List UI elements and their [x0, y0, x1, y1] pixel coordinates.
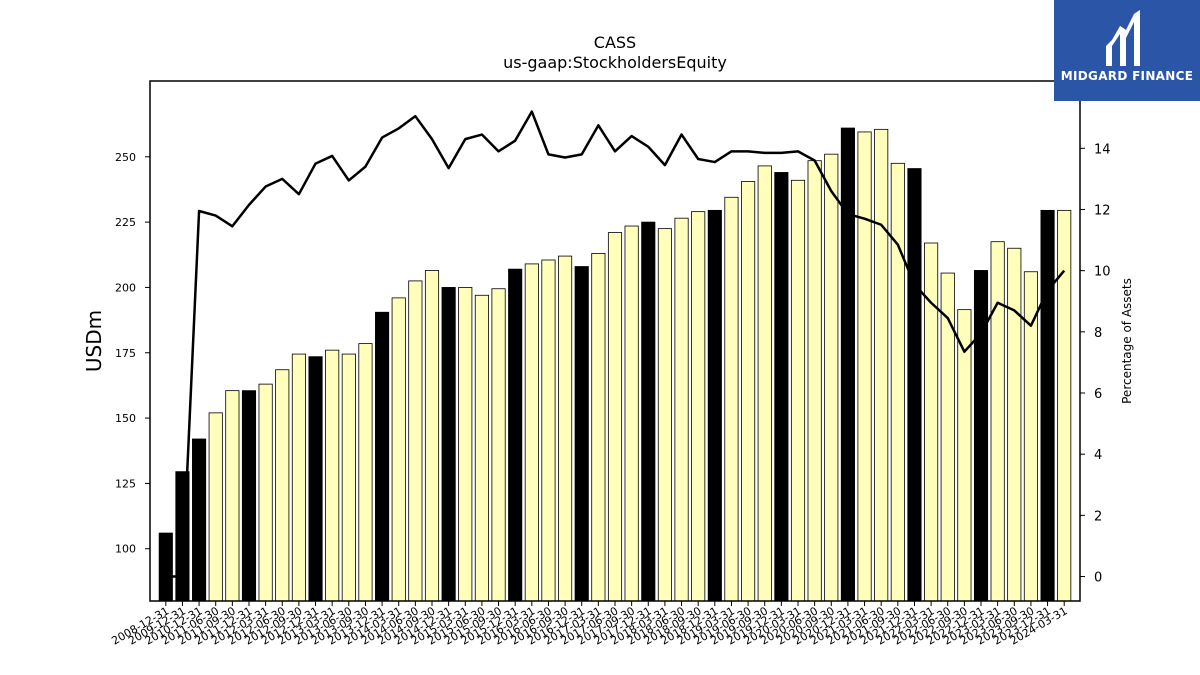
bar: [325, 349, 340, 602]
bar: [524, 263, 539, 602]
bar: [341, 353, 356, 602]
y-tick-label: 250: [115, 151, 136, 164]
bar: [757, 165, 772, 602]
bar: [1057, 209, 1072, 602]
bar: [391, 297, 406, 602]
bar: [741, 181, 756, 602]
y-tick-label: 125: [115, 477, 136, 490]
bar: [957, 309, 972, 602]
y2-tick-label: 4: [1094, 448, 1102, 463]
y2-tick-label: 0: [1094, 571, 1102, 586]
bar: [158, 532, 173, 602]
y-tick-label: 175: [115, 347, 136, 360]
bar: [308, 356, 323, 602]
bar: [857, 131, 872, 602]
bar-series: [158, 127, 1072, 602]
y2-tick-label: 14: [1094, 142, 1111, 157]
y2-tick-label: 6: [1094, 387, 1102, 402]
bar: [674, 217, 689, 602]
y-tick-label: 100: [115, 543, 136, 556]
x-axis: 2008-12-312009-12-312010-12-312011-06-30…: [109, 601, 1070, 648]
bar: [208, 412, 223, 602]
bar: [624, 225, 639, 602]
bar: [574, 266, 589, 602]
bar: [724, 196, 739, 602]
y-tick-label: 150: [115, 412, 136, 425]
y-axis-right: 0 2 4 6 8 10 12 14: [1080, 142, 1111, 586]
bar: [275, 369, 290, 602]
line-series: [165, 110, 1066, 578]
chart-title: CASS: [594, 33, 636, 52]
bar: [1007, 247, 1022, 602]
bar: [973, 270, 989, 602]
bar: [192, 438, 207, 602]
y2-tick-label: 10: [1094, 265, 1111, 280]
bar: [258, 383, 273, 602]
bar: [790, 179, 806, 602]
bar: [358, 343, 373, 602]
bar: [707, 209, 722, 602]
bar: [291, 353, 306, 602]
bar: [375, 311, 390, 602]
bar: [691, 211, 706, 602]
logo-icon: [1106, 10, 1140, 66]
y-axis-left: 100 125 150 175 200 225 250: [115, 151, 150, 556]
bar: [907, 168, 922, 602]
brand-name: MIDGARD FINANCE: [1060, 69, 1194, 83]
percentage-line: [165, 110, 1066, 578]
y-tick-label: 200: [115, 281, 136, 294]
brand-logo: MIDGARD FINANCE: [1054, 0, 1200, 101]
bar: [641, 221, 656, 602]
bar: [874, 128, 889, 602]
bar: [890, 162, 905, 602]
bar: [607, 232, 623, 602]
bar: [940, 272, 955, 602]
y2-tick-label: 8: [1094, 326, 1102, 341]
bar: [474, 294, 489, 602]
bar: [824, 153, 839, 602]
bar: [458, 287, 473, 602]
y2-tick-label: 12: [1094, 203, 1111, 218]
y2-axis-label: Percentage of Assets: [1120, 278, 1134, 404]
bar: [241, 390, 257, 602]
bar: [840, 127, 855, 602]
bar: [591, 253, 606, 602]
bar: [657, 228, 672, 602]
y2-tick-label: 2: [1094, 509, 1102, 524]
bar: [1040, 209, 1055, 602]
bar: [774, 172, 789, 602]
bar: [491, 288, 506, 602]
y-axis-label: USDm: [82, 310, 106, 372]
bar: [558, 255, 573, 602]
chart-subtitle: us-gaap:StockholdersEquity: [503, 53, 727, 72]
bar: [225, 390, 240, 602]
bar: [424, 270, 440, 602]
bar: [541, 259, 556, 602]
bar: [807, 160, 822, 602]
y-tick-label: 225: [115, 216, 136, 229]
bar: [990, 241, 1005, 602]
bar: [441, 287, 456, 602]
bar: [408, 280, 423, 602]
bar: [508, 268, 523, 602]
